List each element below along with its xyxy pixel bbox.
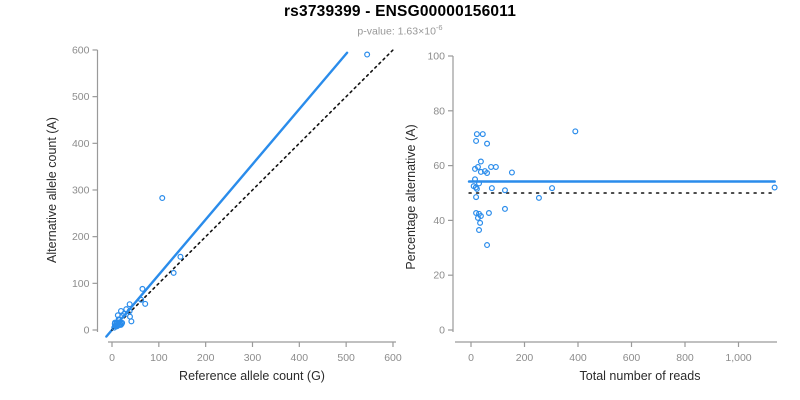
left-identity-line <box>111 49 394 331</box>
right-x-tick-label: 200 <box>516 352 534 364</box>
left-y-tick-label: 100 <box>72 278 90 290</box>
left-data-point <box>142 300 149 307</box>
right-yaxis-title: Percentage alternative (A) <box>404 124 418 269</box>
right-x-tick-label: 800 <box>676 352 694 364</box>
left-x-tick-label: 300 <box>244 352 262 364</box>
right-data-point <box>472 176 479 183</box>
left-y-tick-label: 0 <box>84 325 90 337</box>
left-x-tick-label: 200 <box>197 352 215 364</box>
right-data-point <box>484 140 491 147</box>
right-data-point <box>771 184 778 191</box>
left-data-point <box>170 269 177 276</box>
right-y-tick-label: 60 <box>433 160 445 172</box>
right-y-tick-label: 0 <box>439 325 445 337</box>
left-y-tick-label: 600 <box>72 44 90 56</box>
right-data-point <box>488 163 495 170</box>
left-x-tick-label: 400 <box>291 352 309 364</box>
left-data-point <box>126 308 133 315</box>
left-x-tick-label: 600 <box>384 352 402 364</box>
right-x-tick-label: 0 <box>468 352 474 364</box>
right-data-point <box>549 185 556 192</box>
right-y-tick-label: 80 <box>433 105 445 117</box>
left-x-tick-label: 0 <box>109 352 115 364</box>
left-data-point <box>138 296 145 303</box>
right-data-point <box>535 194 542 201</box>
left-data-point <box>364 51 371 58</box>
left-data-point <box>159 195 166 202</box>
left-y-tick-label: 300 <box>72 184 90 196</box>
right-data-point <box>473 210 480 217</box>
right-data-point <box>473 194 480 201</box>
left-y-tick-label: 500 <box>72 91 90 103</box>
right-data-point <box>473 185 480 192</box>
left-x-tick-label: 100 <box>150 352 168 364</box>
left-data-point <box>126 301 133 308</box>
right-data-point <box>474 214 481 221</box>
right-xaxis-title: Total number of reads <box>580 369 701 383</box>
right-data-point <box>477 168 484 175</box>
right-y-tick-label: 20 <box>433 270 445 282</box>
right-data-point <box>501 205 508 212</box>
left-fitted-line <box>105 51 349 338</box>
left-y-tick-label: 200 <box>72 231 90 243</box>
left-yaxis-title: Alternative allele count (A) <box>45 117 59 263</box>
right-x-tick-label: 600 <box>623 352 641 364</box>
right-data-point <box>477 158 484 165</box>
right-y-tick-label: 40 <box>433 215 445 227</box>
right-x-tick-label: 1,000 <box>725 352 751 364</box>
right-data-point <box>501 187 508 194</box>
right-data-point <box>484 169 491 176</box>
right-data-point <box>472 165 479 172</box>
right-data-point <box>473 137 480 144</box>
left-data-point <box>177 253 184 260</box>
right-data-point <box>479 131 486 138</box>
right-data-point <box>484 242 491 249</box>
right-y-tick-label: 100 <box>427 51 445 63</box>
left-data-point <box>120 310 127 317</box>
right-data-point <box>488 185 495 192</box>
left-y-tick-label: 400 <box>72 138 90 150</box>
right-data-point <box>476 226 483 233</box>
left-x-tick-label: 500 <box>337 352 355 364</box>
left-xaxis-title: Reference allele count (G) <box>179 369 325 383</box>
left-data-point <box>117 321 124 328</box>
right-data-point <box>485 210 492 217</box>
right-data-point <box>476 180 483 187</box>
right-data-point <box>508 169 515 176</box>
right-data-point <box>473 131 480 138</box>
right-x-tick-label: 400 <box>569 352 587 364</box>
left-data-point <box>128 318 135 325</box>
right-data-point <box>477 219 484 226</box>
right-data-point <box>492 163 499 170</box>
left-data-point <box>139 285 146 292</box>
right-data-point <box>572 128 579 135</box>
